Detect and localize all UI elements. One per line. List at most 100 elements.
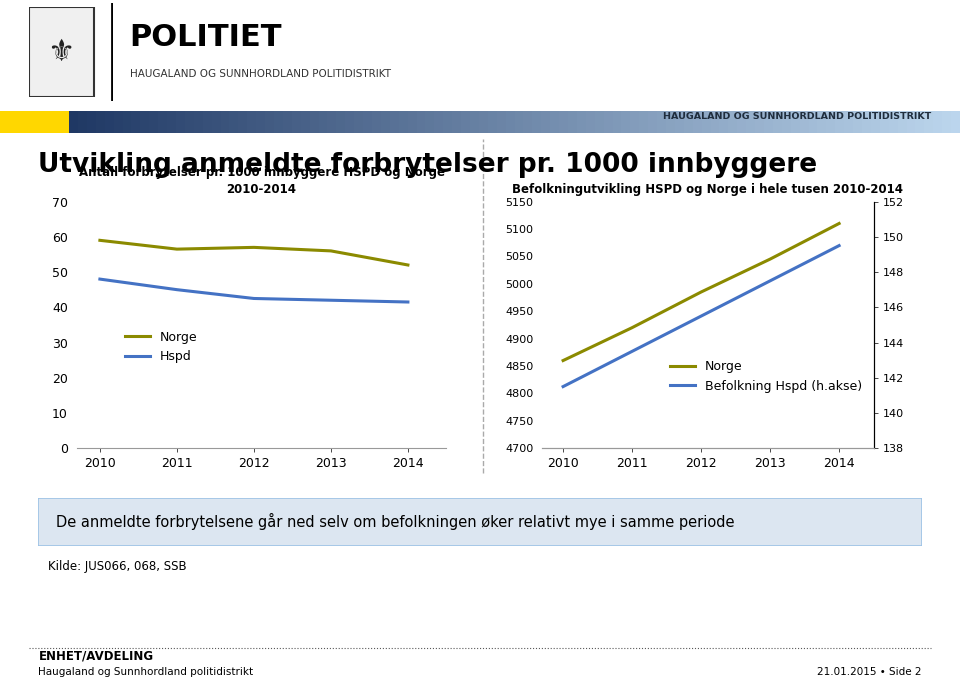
Bar bbox=[150, 111, 158, 133]
Bar bbox=[533, 111, 541, 133]
Bar bbox=[390, 111, 398, 133]
Bar bbox=[666, 111, 675, 133]
Bar bbox=[319, 111, 327, 133]
Bar bbox=[675, 111, 684, 133]
Bar bbox=[470, 111, 479, 133]
Bar bbox=[541, 111, 550, 133]
Bar bbox=[844, 111, 853, 133]
Text: Haugaland og Sunnhordland politidistrikt: Haugaland og Sunnhordland politidistrikt bbox=[38, 667, 253, 677]
Bar bbox=[942, 111, 951, 133]
Bar bbox=[737, 111, 746, 133]
Bar bbox=[452, 111, 461, 133]
Bar bbox=[434, 111, 444, 133]
Bar bbox=[621, 111, 631, 133]
Bar bbox=[916, 111, 924, 133]
Bar bbox=[862, 111, 871, 133]
Bar bbox=[203, 111, 211, 133]
Text: 21.01.2015 • Side 2: 21.01.2015 • Side 2 bbox=[817, 667, 922, 677]
Bar bbox=[808, 111, 818, 133]
Bar bbox=[924, 111, 933, 133]
Bar bbox=[773, 111, 781, 133]
Text: POLITIET: POLITIET bbox=[130, 23, 282, 52]
Bar bbox=[657, 111, 666, 133]
Bar bbox=[648, 111, 657, 133]
Text: HAUGALAND OG SUNNHORDLAND POLITIDISTRIKT: HAUGALAND OG SUNNHORDLAND POLITIDISTRIKT bbox=[130, 70, 391, 79]
Bar bbox=[354, 111, 363, 133]
Bar bbox=[310, 111, 319, 133]
Bar bbox=[781, 111, 791, 133]
Bar bbox=[238, 111, 248, 133]
Bar bbox=[221, 111, 229, 133]
Bar bbox=[185, 111, 194, 133]
Bar bbox=[853, 111, 862, 133]
Bar bbox=[818, 111, 827, 133]
Bar bbox=[176, 111, 185, 133]
Bar bbox=[951, 111, 960, 133]
Text: Kilde: JUS066, 068, SSB: Kilde: JUS066, 068, SSB bbox=[48, 560, 186, 573]
Bar bbox=[256, 111, 265, 133]
Bar bbox=[889, 111, 898, 133]
Bar bbox=[113, 111, 123, 133]
Bar bbox=[229, 111, 238, 133]
Bar bbox=[496, 111, 506, 133]
Bar bbox=[595, 111, 604, 133]
Bar bbox=[746, 111, 756, 133]
Legend: Norge, Befolkning Hspd (h.akse): Norge, Befolkning Hspd (h.akse) bbox=[665, 355, 867, 398]
Bar bbox=[363, 111, 372, 133]
Bar bbox=[604, 111, 612, 133]
Bar bbox=[461, 111, 470, 133]
Text: ENHET/AVDELING: ENHET/AVDELING bbox=[38, 650, 154, 662]
Bar bbox=[408, 111, 417, 133]
Title: Antall forbrytelser pr. 1000 innbyggere HSPD og Norge
2010-2014: Antall forbrytelser pr. 1000 innbyggere … bbox=[79, 166, 444, 196]
Bar bbox=[381, 111, 390, 133]
Bar bbox=[292, 111, 300, 133]
Bar bbox=[105, 111, 113, 133]
Bar bbox=[444, 111, 452, 133]
Bar bbox=[835, 111, 844, 133]
Bar bbox=[123, 111, 132, 133]
Bar bbox=[631, 111, 639, 133]
Bar bbox=[283, 111, 292, 133]
Bar bbox=[559, 111, 568, 133]
Bar bbox=[488, 111, 496, 133]
Bar bbox=[132, 111, 140, 133]
Bar bbox=[586, 111, 595, 133]
Bar bbox=[515, 111, 523, 133]
Bar bbox=[639, 111, 648, 133]
Bar bbox=[140, 111, 150, 133]
Bar bbox=[194, 111, 203, 133]
Bar bbox=[827, 111, 835, 133]
Bar bbox=[265, 111, 274, 133]
Bar bbox=[577, 111, 586, 133]
FancyBboxPatch shape bbox=[38, 498, 922, 546]
Bar bbox=[871, 111, 879, 133]
Bar bbox=[300, 111, 310, 133]
Bar bbox=[898, 111, 906, 133]
Bar bbox=[550, 111, 559, 133]
Bar bbox=[96, 111, 105, 133]
Bar bbox=[0, 111, 69, 133]
Legend: Norge, Hspd: Norge, Hspd bbox=[120, 326, 203, 368]
Bar bbox=[336, 111, 346, 133]
Bar bbox=[612, 111, 621, 133]
Bar bbox=[87, 111, 96, 133]
Bar bbox=[327, 111, 336, 133]
Bar bbox=[372, 111, 381, 133]
Bar bbox=[274, 111, 283, 133]
Title: Befolkningutvikling HSPD og Norge i hele tusen 2010-2014: Befolkningutvikling HSPD og Norge i hele… bbox=[513, 183, 903, 196]
Bar bbox=[879, 111, 889, 133]
Bar bbox=[425, 111, 434, 133]
Bar bbox=[719, 111, 729, 133]
Bar bbox=[211, 111, 221, 133]
Text: De anmeldte forbrytelsene går ned selv om befolkningen øker relativt mye i samme: De anmeldte forbrytelsene går ned selv o… bbox=[56, 514, 734, 530]
Bar bbox=[568, 111, 577, 133]
Bar bbox=[684, 111, 693, 133]
Bar bbox=[764, 111, 773, 133]
Bar bbox=[906, 111, 916, 133]
Bar bbox=[933, 111, 942, 133]
Bar bbox=[158, 111, 167, 133]
Bar bbox=[756, 111, 764, 133]
Bar bbox=[69, 111, 78, 133]
Bar bbox=[729, 111, 737, 133]
Bar bbox=[78, 111, 87, 133]
